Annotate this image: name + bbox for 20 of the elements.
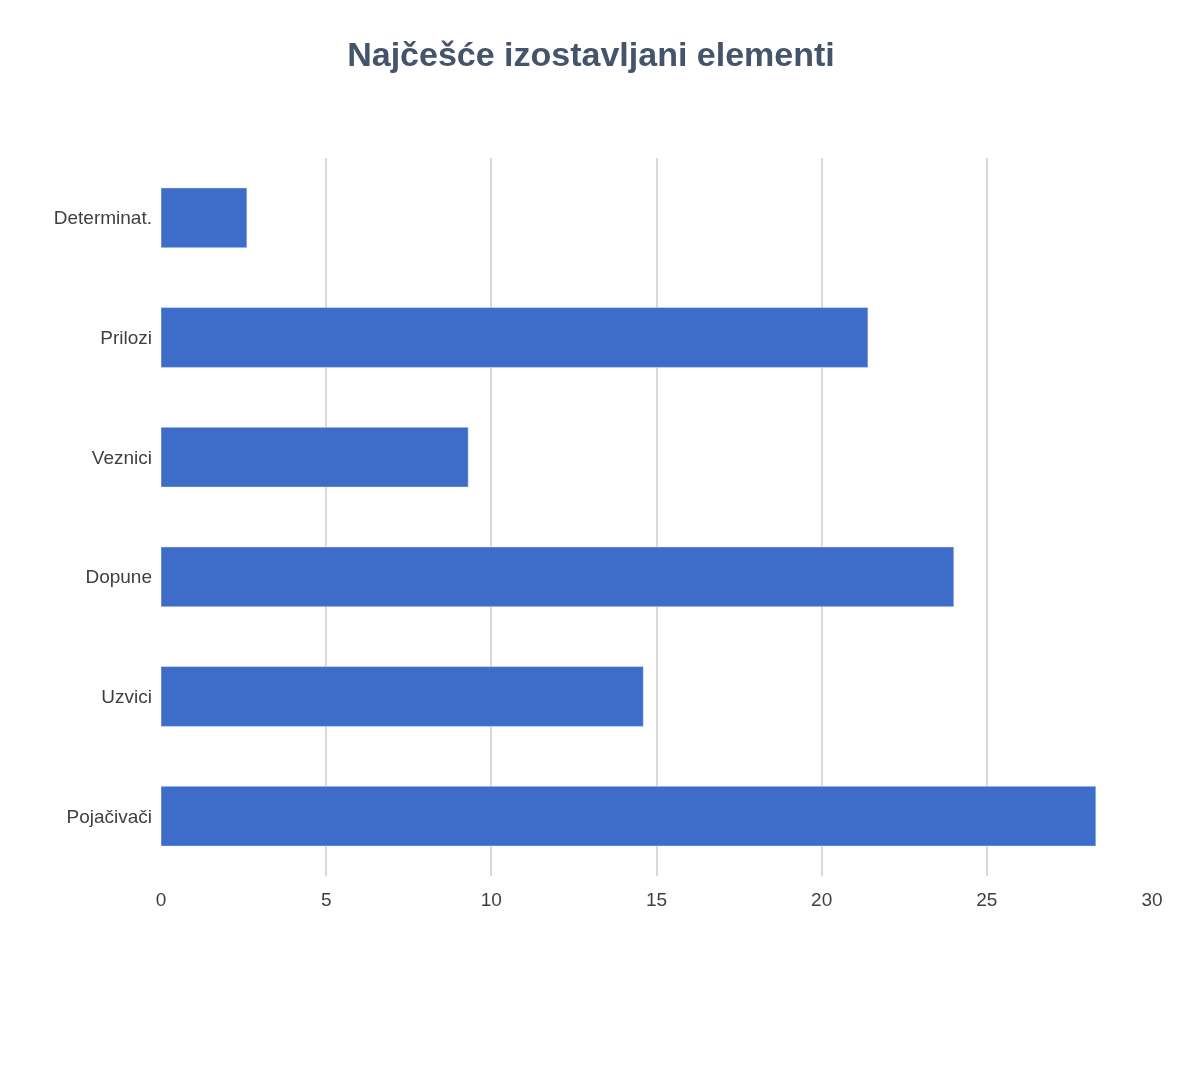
chart-title: Najčešće izostavljani elementi	[347, 34, 835, 73]
x-tick-label: 30	[1141, 888, 1163, 910]
bar	[161, 546, 955, 607]
y-tick-label: Dopune	[85, 566, 152, 588]
bar	[161, 786, 1097, 847]
x-tick-label: 15	[645, 888, 668, 910]
bar	[161, 307, 869, 368]
bar	[161, 666, 644, 727]
x-tick-label: 5	[320, 888, 332, 910]
x-tick-label: 25	[976, 888, 998, 910]
y-tick-label: Prilozi	[100, 327, 152, 349]
bar	[161, 187, 248, 248]
y-tick-label: Pojačivači	[66, 805, 152, 827]
x-tick-label: 20	[811, 888, 833, 910]
y-tick-label: Determinat.	[53, 207, 152, 229]
x-tick-label: 10	[480, 888, 502, 910]
x-tick-label: 0	[155, 888, 167, 910]
y-tick-label: Uzvici	[101, 686, 152, 708]
y-tick-label: Veznici	[91, 446, 152, 468]
bar	[161, 427, 469, 488]
